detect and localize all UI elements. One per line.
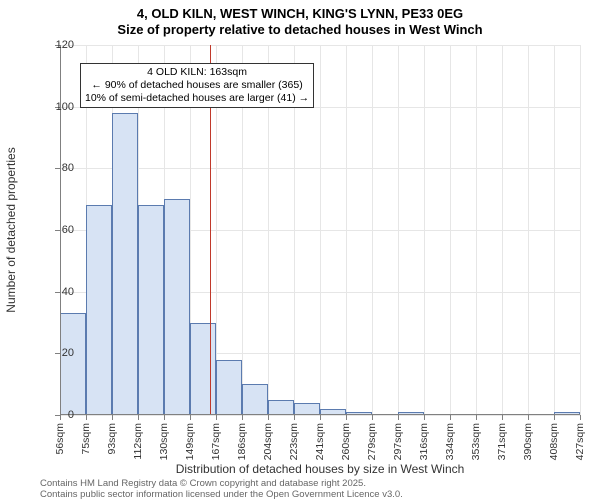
y-tick-label: 60: [62, 224, 74, 236]
x-tick-label: 167sqm: [210, 423, 222, 460]
x-tick-label: 390sqm: [522, 423, 534, 460]
y-tick-label: 80: [62, 162, 74, 174]
x-tick-mark: [372, 415, 373, 420]
histogram-bar: [112, 113, 138, 415]
y-tick-label: 0: [68, 409, 74, 421]
grid-line-v: [320, 45, 321, 415]
annotation-line-1: 4 OLD KILN: 163sqm: [85, 66, 309, 79]
x-tick-mark: [164, 415, 165, 420]
footer: Contains HM Land Registry data © Crown c…: [40, 479, 403, 500]
x-tick-mark: [320, 415, 321, 420]
x-tick-label: 149sqm: [184, 423, 196, 460]
x-tick-mark: [138, 415, 139, 420]
x-tick-label: 408sqm: [548, 423, 560, 460]
title-line-2: Size of property relative to detached ho…: [0, 22, 600, 37]
x-tick-mark: [86, 415, 87, 420]
x-tick-label: 316sqm: [418, 423, 430, 460]
x-axis-label: Distribution of detached houses by size …: [60, 462, 580, 476]
y-tick-label: 100: [56, 101, 74, 113]
plot-area: 4 OLD KILN: 163sqm ← 90% of detached hou…: [60, 45, 580, 415]
y-axis-label: Number of detached properties: [4, 147, 18, 312]
x-tick-label: 186sqm: [236, 423, 248, 460]
x-tick-mark: [424, 415, 425, 420]
histogram-bar: [216, 360, 242, 416]
x-tick-mark: [346, 415, 347, 420]
x-tick-label: 297sqm: [392, 423, 404, 460]
histogram-bar: [242, 384, 268, 415]
y-tick-label: 40: [62, 286, 74, 298]
x-tick-label: 427sqm: [574, 423, 586, 460]
grid-line-v: [346, 45, 347, 415]
y-tick-label: 120: [56, 39, 74, 51]
x-tick-mark: [502, 415, 503, 420]
x-tick-mark: [580, 415, 581, 420]
annotation-line-2: ← 90% of detached houses are smaller (36…: [85, 79, 309, 92]
x-tick-mark: [268, 415, 269, 420]
histogram-bar: [164, 199, 190, 415]
x-tick-mark: [190, 415, 191, 420]
histogram-bar: [60, 313, 86, 415]
grid-line-v: [450, 45, 451, 415]
x-tick-label: 56sqm: [54, 423, 66, 455]
x-tick-mark: [398, 415, 399, 420]
x-tick-label: 334sqm: [444, 423, 456, 460]
x-tick-label: 204sqm: [262, 423, 274, 460]
grid-line-v: [424, 45, 425, 415]
x-tick-label: 75sqm: [80, 423, 92, 455]
grid-line-v: [580, 45, 581, 415]
grid-line-v: [502, 45, 503, 415]
x-tick-mark: [476, 415, 477, 420]
x-tick-mark: [294, 415, 295, 420]
x-tick-label: 130sqm: [158, 423, 170, 460]
histogram-bar: [190, 323, 216, 416]
y-tick-mark: [55, 230, 60, 231]
x-tick-label: 93sqm: [106, 423, 118, 455]
x-tick-label: 223sqm: [288, 423, 300, 460]
histogram-bar: [138, 205, 164, 415]
annotation-box: 4 OLD KILN: 163sqm ← 90% of detached hou…: [80, 63, 314, 108]
histogram-bar: [86, 205, 112, 415]
x-tick-label: 371sqm: [496, 423, 508, 460]
x-tick-mark: [242, 415, 243, 420]
grid-line-v: [476, 45, 477, 415]
x-tick-label: 279sqm: [366, 423, 378, 460]
x-tick-mark: [112, 415, 113, 420]
y-tick-mark: [55, 353, 60, 354]
grid-line-v: [398, 45, 399, 415]
footer-line-2: Contains public sector information licen…: [40, 490, 403, 500]
x-tick-label: 260sqm: [340, 423, 352, 460]
x-tick-mark: [528, 415, 529, 420]
x-tick-mark: [216, 415, 217, 420]
grid-line-v: [554, 45, 555, 415]
x-tick-label: 353sqm: [470, 423, 482, 460]
y-tick-mark: [55, 168, 60, 169]
annotation-line-3: 10% of semi-detached houses are larger (…: [85, 92, 309, 105]
x-tick-mark: [60, 415, 61, 420]
y-tick-label: 20: [62, 347, 74, 359]
title-line-1: 4, OLD KILN, WEST WINCH, KING'S LYNN, PE…: [0, 6, 600, 21]
grid-line-v: [372, 45, 373, 415]
x-tick-mark: [450, 415, 451, 420]
grid-line-v: [528, 45, 529, 415]
x-tick-mark: [554, 415, 555, 420]
chart-container: 4, OLD KILN, WEST WINCH, KING'S LYNN, PE…: [0, 0, 600, 500]
histogram-bar: [268, 400, 294, 415]
y-tick-mark: [55, 292, 60, 293]
footer-line-1: Contains HM Land Registry data © Crown c…: [40, 479, 403, 489]
x-tick-label: 241sqm: [314, 423, 326, 460]
x-tick-label: 112sqm: [132, 423, 144, 460]
